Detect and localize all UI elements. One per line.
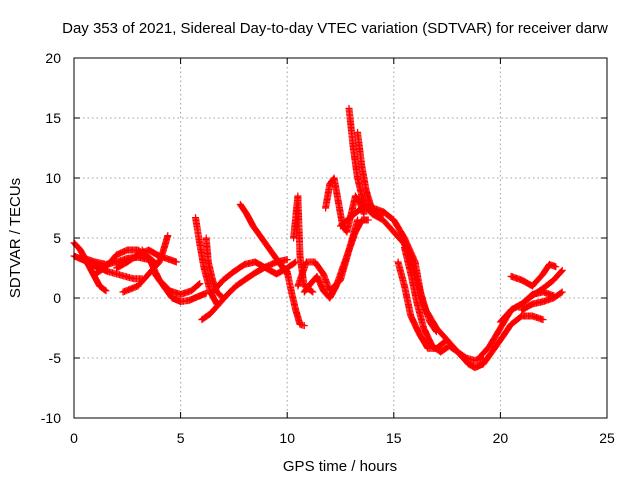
y-tick-label: -5 xyxy=(49,350,62,366)
series-markers xyxy=(300,216,372,302)
series-arc-6 xyxy=(119,232,172,296)
series-markers xyxy=(369,210,547,372)
y-tick-label: 0 xyxy=(53,290,61,306)
series-arc-9 xyxy=(192,214,221,308)
series-markers xyxy=(518,288,566,314)
series-markers xyxy=(119,232,172,296)
series-markers xyxy=(507,260,560,290)
series-arc-24 xyxy=(394,258,451,352)
series-arc-26 xyxy=(496,266,566,326)
y-axis-label: SDTVAR / TECUs xyxy=(7,178,24,298)
y-tick-label: 5 xyxy=(53,230,61,246)
x-tick-label: 25 xyxy=(599,430,615,446)
x-axis-label: GPS time / hours xyxy=(283,458,397,475)
series-arc-8 xyxy=(151,270,210,306)
plot-area xyxy=(70,104,566,372)
tick-labels: 0 5 10 15 20 25 -10 -5 0 5 10 15 20 xyxy=(41,50,615,446)
series-arc-22 xyxy=(369,210,547,372)
y-tick-label: 15 xyxy=(45,110,61,126)
y-tick-label: 20 xyxy=(45,50,61,66)
chart-title: Day 353 of 2021, Sidereal Day-to-day VTE… xyxy=(62,20,608,37)
series-markers xyxy=(275,258,308,330)
series-markers xyxy=(151,270,210,306)
series-markers xyxy=(394,258,451,352)
series-arc-17 xyxy=(300,216,372,302)
x-tick-label: 20 xyxy=(493,430,509,446)
series-arc-27 xyxy=(507,260,560,290)
series-arc-14 xyxy=(275,258,308,330)
x-tick-label: 0 xyxy=(70,430,78,446)
series-markers xyxy=(496,266,566,326)
x-tick-label: 15 xyxy=(386,430,402,446)
series-markers xyxy=(192,214,221,308)
plot-frame xyxy=(73,57,608,419)
y-tick-label: -10 xyxy=(41,410,61,426)
x-tick-label: 10 xyxy=(279,430,295,446)
axes xyxy=(73,57,608,419)
y-tick-label: 10 xyxy=(45,170,61,186)
x-tick-label: 5 xyxy=(177,430,185,446)
series-arc-28 xyxy=(518,288,566,314)
grid xyxy=(74,58,607,418)
